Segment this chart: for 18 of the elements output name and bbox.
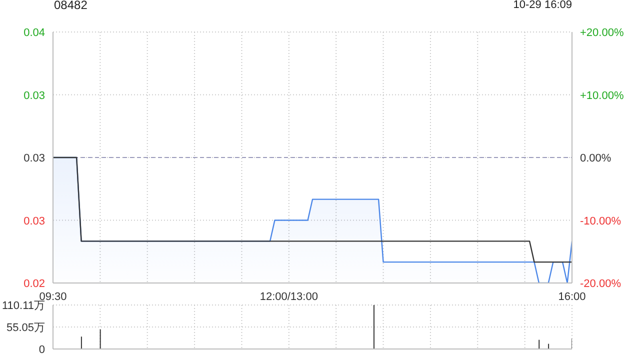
chart-title: 08482 bbox=[54, 0, 88, 12]
y-tick-label: 0.02 bbox=[24, 278, 45, 290]
y2-tick-label: -10.00% bbox=[580, 215, 622, 228]
y2-tick-label: 0.00% bbox=[580, 152, 612, 164]
y-tick-label: 0.03 bbox=[24, 152, 45, 164]
x-tick-label: 16:00 bbox=[558, 291, 586, 303]
y2-tick-label: +10.00% bbox=[580, 90, 624, 102]
x-tick-label: 09:30 bbox=[39, 291, 67, 303]
y-tick-label: 0.03 bbox=[24, 90, 45, 102]
text: 10-29 16:09 bbox=[513, 0, 572, 11]
y2-tick-label: -20.00% bbox=[580, 278, 622, 290]
y-tick-label: 55.05万 bbox=[6, 322, 45, 334]
y-tick-label: 0 bbox=[38, 344, 45, 356]
y-tick-label: 110.11万 bbox=[2, 300, 45, 312]
y-tick-label: 0.03 bbox=[24, 215, 45, 228]
y-tick-label: 0.04 bbox=[24, 27, 45, 39]
x-tick-label: 12:00/13:00 bbox=[260, 291, 318, 303]
y2-tick-label: +20.00% bbox=[580, 27, 624, 39]
